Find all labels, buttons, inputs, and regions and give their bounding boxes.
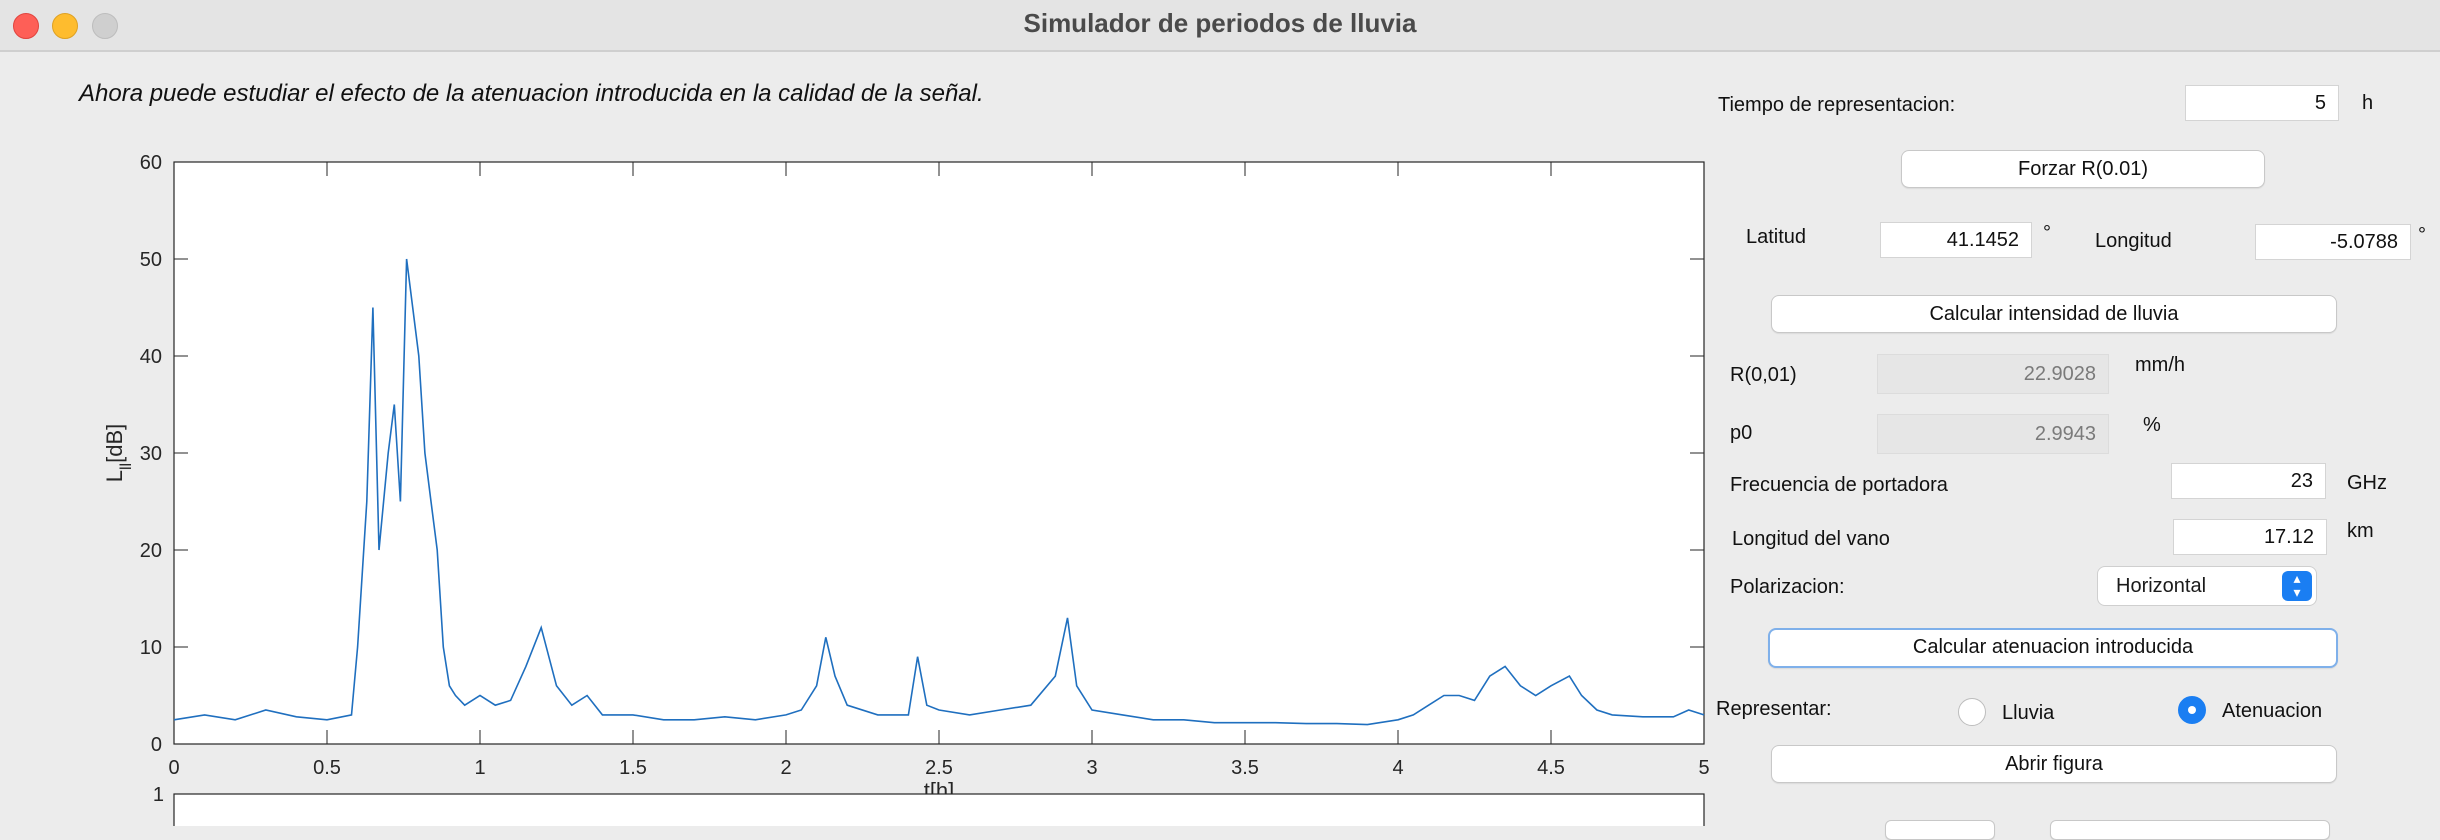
radio-atenuacion[interactable] — [2178, 696, 2206, 724]
info-text: Ahora puede estudiar el efecto de la ate… — [79, 80, 984, 107]
minimize-window-button[interactable] — [52, 13, 78, 39]
longitud-vano-label: Longitud del vano — [1732, 528, 1890, 550]
y-tick-label: 0 — [151, 734, 162, 756]
maximize-window-button[interactable] — [92, 13, 118, 39]
attenuation-plot: 0 0.5 1 1.5 2 2.5 3 3.5 4 4.5 50102030405060t[h]Ll… — [102, 152, 1710, 803]
bottom-button-right[interactable] — [2050, 820, 2330, 840]
window-title: Simulador de periodos de lluvia — [1023, 8, 1417, 38]
secondary-plot: 1 — [153, 784, 1705, 826]
abrir-figura-button[interactable]: Abrir figura — [1771, 745, 2337, 783]
polarizacion-value: Horizontal — [2116, 575, 2207, 597]
polarizacion-label: Polarizacion: — [1730, 576, 1845, 598]
frecuencia-label: Frecuencia de portadora — [1730, 474, 1948, 496]
longitud-unit: ° — [2418, 224, 2426, 246]
r001-unit: mm/h — [2135, 354, 2185, 376]
representar-label: Representar: — [1716, 698, 1832, 720]
x-tick-label: 1 — [474, 757, 485, 779]
close-window-button[interactable] — [13, 13, 39, 39]
x-tick-label: 0 — [168, 757, 179, 779]
x-tick-label: 4.5 — [1537, 757, 1565, 779]
forzar-r001-button[interactable]: Forzar R(0.01) — [1901, 150, 2265, 188]
y-tick-label-2: 1 — [153, 784, 164, 806]
plot-area — [173, 161, 1705, 745]
calcular-intensidad-button[interactable]: Calcular intensidad de lluvia — [1771, 295, 2337, 333]
polarizacion-select[interactable]: Horizontal ▴ ▾ — [2097, 566, 2317, 606]
r001-output: 22.9028 — [1877, 354, 2109, 394]
x-tick-label: 5 — [1698, 757, 1709, 779]
window-titlebar: Simulador de periodos de lluvia — [0, 0, 2440, 52]
radio-lluvia[interactable] — [1958, 698, 1986, 726]
y-tick-label: 10 — [140, 637, 162, 659]
x-tick-label: 4 — [1392, 757, 1403, 779]
x-tick-label: 0.5 — [313, 757, 341, 779]
longitud-vano-unit: km — [2347, 520, 2374, 542]
latitud-unit: ° — [2043, 222, 2051, 244]
y-tick-label: 60 — [140, 152, 162, 174]
p0-label: p0 — [1730, 422, 1753, 444]
y-tick-label: 40 — [140, 346, 162, 368]
y-tick-label: 50 — [140, 249, 162, 271]
y-axis-label: Lll[dB] — [102, 424, 135, 483]
x-tick-label: 3 — [1086, 757, 1097, 779]
p0-output: 2.9943 — [1877, 414, 2109, 454]
tiempo-input[interactable]: 5 — [2185, 85, 2339, 121]
radio-atenuacion-label: Atenuacion — [2222, 700, 2323, 722]
p0-unit: % — [2143, 414, 2161, 436]
calcular-atenuacion-button[interactable]: Calcular atenuacion introducida — [1768, 628, 2338, 668]
plot-area-2 — [173, 793, 1705, 826]
bottom-button-left[interactable] — [1885, 820, 1995, 840]
attenuation-series-line — [173, 258, 1705, 726]
x-tick-label: 1.5 — [619, 757, 647, 779]
y-tick-label: 30 — [140, 443, 162, 465]
updown-chevron-icon: ▴ ▾ — [2282, 571, 2312, 601]
latitud-input[interactable]: 41.1452 — [1880, 222, 2032, 258]
latitud-label: Latitud — [1746, 226, 1807, 248]
longitud-label: Longitud — [2095, 230, 2172, 252]
tiempo-unit: h — [2362, 92, 2374, 114]
tiempo-label: Tiempo de representacion: — [1718, 94, 1956, 116]
frecuencia-unit: GHz — [2347, 472, 2387, 494]
x-tick-label: 2 — [780, 757, 791, 779]
x-tick-label: 2.5 — [925, 757, 953, 779]
x-tick-label: 3.5 — [1231, 757, 1259, 779]
longitud-input[interactable]: -5.0788 — [2255, 224, 2411, 260]
radio-lluvia-label: Lluvia — [2002, 702, 2055, 724]
r001-label: R(0,01) — [1730, 364, 1797, 386]
frecuencia-input[interactable]: 23 — [2171, 463, 2326, 499]
y-tick-label: 20 — [140, 540, 162, 562]
longitud-vano-input[interactable]: 17.12 — [2173, 519, 2327, 555]
